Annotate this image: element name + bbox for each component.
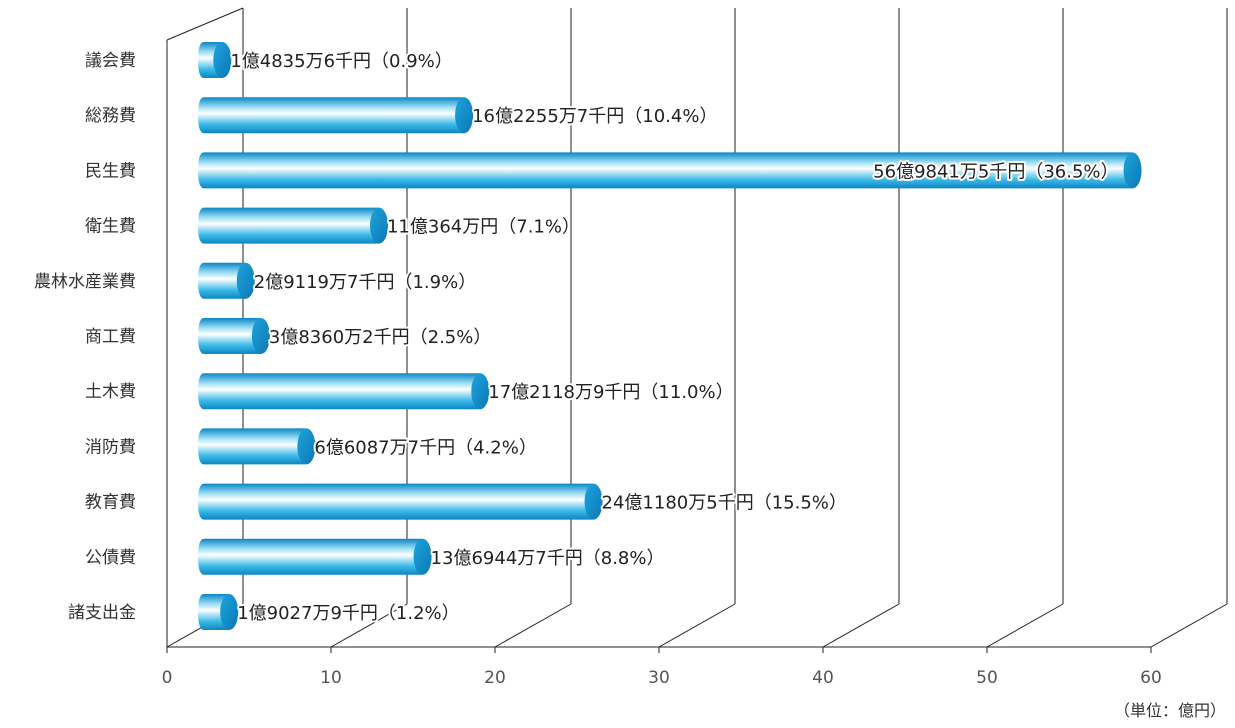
bar-body: [198, 97, 465, 134]
unit-label: （単位：億円）: [1114, 701, 1226, 720]
category-label: 農林水産業費: [34, 272, 136, 292]
value-label: 16億2255万7千円（10.4%）: [472, 106, 717, 127]
tick-label: 0: [162, 668, 173, 688]
value-label: 17億2118万9千円（11.0%）: [488, 382, 733, 403]
category-label: 議会費: [85, 51, 136, 71]
bar-body: [198, 594, 230, 630]
bar-body: [198, 318, 261, 354]
value-label: 11億364万円（7.1%）: [387, 217, 580, 238]
tick-label: 30: [648, 668, 670, 688]
bar: [198, 538, 432, 575]
value-label: 1億9027万9千円（1.2%）: [237, 603, 459, 624]
bar-body: [198, 207, 379, 244]
category-label: 総務費: [85, 106, 136, 126]
bar: [198, 207, 388, 244]
bar-cap: [455, 97, 474, 134]
floor-gridline: [658, 603, 736, 648]
value-label: 24億1180万5千円（15.5%）: [602, 493, 847, 514]
tick-label: 40: [812, 668, 834, 688]
bar-cap: [236, 262, 255, 299]
bar-cap: [471, 373, 490, 410]
tick-label: 20: [484, 668, 506, 688]
bar: [198, 428, 316, 465]
bar-body: [198, 483, 594, 520]
bar: [198, 594, 239, 630]
value-label: 3億8360万2千円（2.5%）: [269, 327, 491, 348]
top-edge-line: [166, 7, 244, 41]
category-label: 衛生費: [85, 217, 136, 237]
bar-cap: [413, 538, 432, 575]
bar: [198, 373, 490, 410]
floor-gridline: [822, 603, 900, 648]
bar-cap: [213, 42, 232, 78]
tick-label: 60: [1140, 668, 1162, 688]
category-label: 商工費: [85, 327, 136, 347]
category-label: 消防費: [85, 437, 136, 457]
bar: [198, 262, 255, 299]
category-label: 公債費: [85, 548, 136, 568]
value-label: 6億6087万7千円（4.2%）: [314, 437, 536, 458]
bar-body: [198, 262, 246, 299]
bar: [198, 483, 603, 520]
floor-gridline: [330, 603, 408, 648]
bar-cap: [1123, 152, 1142, 189]
category-label: 民生費: [85, 161, 136, 181]
bar-body: [198, 428, 307, 465]
bar-body: [198, 373, 481, 410]
value-label: 2億9119万7千円（1.9%）: [254, 272, 476, 293]
bar: [198, 152, 1142, 189]
value-label: 56億9841万5千円（36.5%）: [873, 161, 1118, 182]
category-label: 諸支出金: [68, 603, 136, 623]
floor-gridline: [1150, 603, 1228, 648]
bar-body: [198, 152, 1133, 189]
bars: [198, 42, 1142, 630]
bar: [198, 318, 270, 354]
bar-cap: [220, 594, 239, 630]
value-label: 1億4835万6千円（0.9%）: [230, 51, 452, 72]
category-label: 土木費: [85, 382, 136, 402]
tick-label: 50: [976, 668, 998, 688]
labels: 0 10 20 30 40 50 60 議会費 1億4835万6千円（0.9%） 総務費 16億22…: [34, 49, 1162, 688]
floor-gridline: [494, 603, 572, 648]
bar: [198, 42, 232, 78]
bar-cap: [297, 428, 316, 465]
bar: [198, 97, 474, 134]
bar-body: [198, 538, 423, 575]
bar-cap: [251, 318, 270, 354]
floor-gridline: [986, 603, 1064, 648]
category-label: 教育費: [85, 493, 136, 513]
tick-label: 10: [320, 668, 342, 688]
bar-cap: [584, 483, 603, 520]
bar-cap: [369, 207, 388, 244]
value-label: 13億6944万7千円（8.8%）: [431, 548, 665, 569]
